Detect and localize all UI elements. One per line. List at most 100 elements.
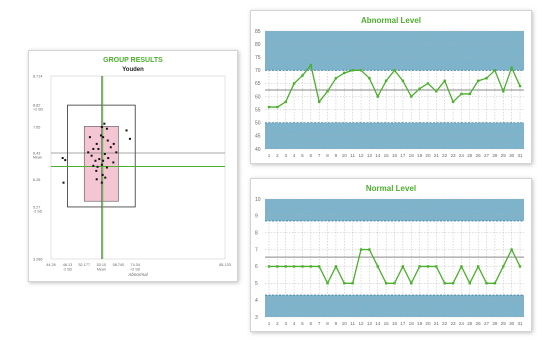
- x-tick-label: 17: [400, 321, 406, 326]
- data-point: [485, 282, 488, 285]
- data-point: [384, 282, 388, 285]
- data-point: [276, 265, 279, 268]
- data-point: [343, 71, 346, 75]
- chart-title: GROUP RESULTS: [103, 57, 163, 64]
- x-tick-sublabel: -2 SD: [63, 268, 73, 272]
- data-point: [103, 122, 106, 125]
- data-point: [468, 282, 471, 285]
- data-point: [106, 139, 109, 142]
- x-tick-label: 11: [350, 153, 355, 158]
- data-point: [96, 165, 99, 168]
- data-point: [435, 90, 438, 93]
- data-point: [376, 265, 379, 268]
- x-tick-label: 85.133: [219, 263, 231, 267]
- data-point: [103, 153, 106, 156]
- y-tick-label: 45: [255, 134, 261, 140]
- data-point: [426, 82, 430, 85]
- data-point: [410, 95, 413, 98]
- data-point: [368, 248, 371, 251]
- control-limit-band: [265, 199, 524, 221]
- data-point: [105, 127, 108, 130]
- data-point: [87, 151, 90, 154]
- y-tick-label: 7: [255, 247, 258, 253]
- x-tick-label: 31: [517, 321, 523, 326]
- data-point: [451, 282, 455, 285]
- data-point: [284, 265, 287, 268]
- data-point: [128, 137, 131, 140]
- data-point: [460, 265, 463, 268]
- data-point: [115, 151, 118, 154]
- data-point: [510, 248, 513, 251]
- data-point: [64, 159, 67, 162]
- y-tick-label: 80: [255, 42, 261, 48]
- x-tick-label: 23: [451, 321, 457, 326]
- data-point: [99, 134, 102, 137]
- x-tick-label: 15: [384, 153, 390, 158]
- x-tick-label: 5: [301, 153, 304, 158]
- data-point: [107, 157, 110, 160]
- y-tick-label: 3.286: [33, 258, 43, 262]
- x-tick-label: 18: [409, 321, 415, 326]
- x-tick-label: 26: [476, 153, 482, 158]
- data-point: [410, 282, 413, 285]
- data-point: [95, 142, 98, 145]
- data-point: [267, 265, 271, 268]
- x-tick-label: 8: [326, 153, 329, 158]
- data-point: [104, 176, 107, 179]
- x-tick-label: 28: [492, 153, 498, 158]
- data-point: [334, 265, 338, 268]
- plot-area: [50, 75, 226, 260]
- x-tick-label: 19: [417, 153, 423, 158]
- x-tick-label: 44.26: [46, 263, 56, 267]
- data-point: [418, 87, 421, 90]
- data-point: [100, 163, 103, 166]
- chart-title: Abnormal Level: [361, 16, 421, 25]
- data-point: [125, 129, 128, 132]
- x-tick-label: 25: [467, 321, 473, 326]
- x-tick-label: 16: [392, 321, 398, 326]
- y-tick-sublabel: Mean: [33, 156, 42, 160]
- x-tick-label: 28: [492, 321, 498, 326]
- x-tick-label: 4: [293, 321, 296, 326]
- y-tick-label: 5.27: [33, 205, 40, 209]
- x-tick-label: 30: [509, 321, 515, 326]
- y-tick-label: 8: [255, 231, 258, 237]
- x-tick-label: 7: [318, 153, 321, 158]
- x-tick-sublabel: Mean: [97, 268, 106, 272]
- data-point: [326, 90, 329, 93]
- data-point: [326, 282, 329, 285]
- data-point: [102, 159, 105, 162]
- x-tick-label: 16: [392, 153, 398, 158]
- x-axis-label: Abnormal: [127, 272, 148, 277]
- data-point: [443, 79, 446, 83]
- y-tick-label: 7.65: [33, 126, 40, 130]
- data-point: [443, 282, 446, 285]
- data-point: [62, 181, 65, 184]
- x-tick-label: 53.10: [97, 263, 107, 267]
- data-point: [476, 79, 480, 83]
- y-tick-label: 8.714: [33, 75, 43, 79]
- data-point: [351, 69, 354, 72]
- x-tick-label: 21: [434, 321, 440, 326]
- x-tick-label: 13: [367, 321, 373, 326]
- data-point: [102, 136, 105, 139]
- y-tick-label: 65: [255, 81, 261, 87]
- y-tick-label: 75: [255, 55, 261, 61]
- data-point: [100, 181, 103, 184]
- normal-level-panel: Normal Level 3 4 5 6 7 8 9 10 1 2 3 4 5 6 7 8 9 10 11 12 13 14…: [250, 178, 532, 332]
- data-point: [61, 157, 64, 160]
- x-tick-label: 1: [268, 153, 271, 158]
- data-point: [359, 248, 363, 251]
- data-point: [334, 77, 338, 80]
- x-tick-label: 24: [459, 321, 465, 326]
- data-point: [267, 105, 271, 109]
- data-point: [502, 90, 505, 93]
- y-tick-label: 5: [255, 281, 258, 287]
- chart-title: Normal Level: [366, 184, 416, 193]
- x-tick-label: 12: [358, 153, 364, 158]
- data-point: [510, 66, 513, 69]
- y-tick-label: 85: [255, 29, 261, 35]
- x-tick-label: 29: [501, 321, 507, 326]
